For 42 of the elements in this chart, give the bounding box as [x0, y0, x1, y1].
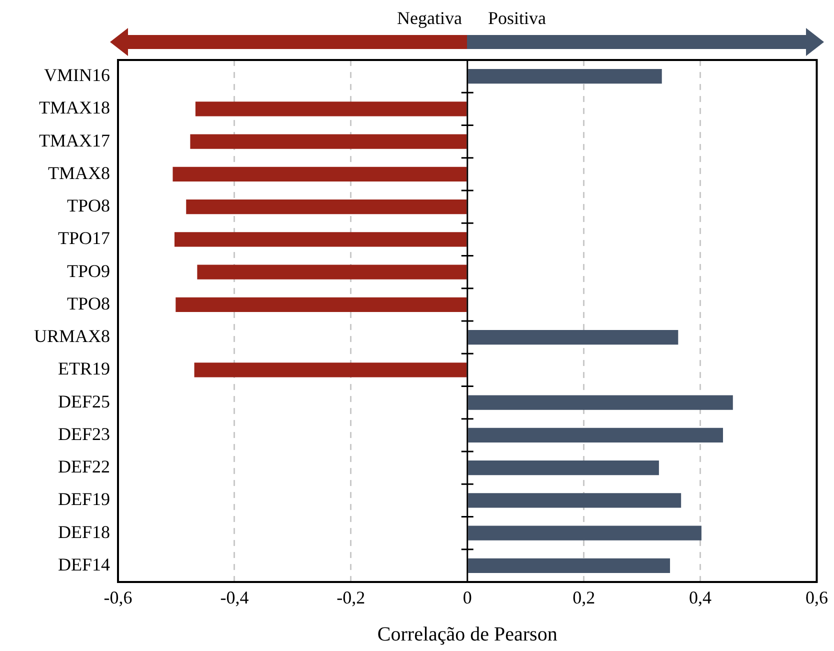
- bar: [468, 526, 702, 540]
- x-tick-label: 0: [462, 588, 472, 608]
- x-axis-title: Correlação de Pearson: [377, 623, 558, 646]
- x-tick-label: -0,4: [220, 588, 249, 608]
- bar: [468, 493, 682, 508]
- x-tick-label: 0,6: [806, 588, 828, 608]
- bar: [468, 68, 662, 84]
- bar: [174, 232, 467, 247]
- y-tick-label: TPO9: [66, 260, 110, 281]
- y-tick-label: DEF14: [58, 554, 110, 574]
- x-tick-label: 0,4: [689, 588, 712, 608]
- bar: [176, 297, 467, 312]
- y-tick-label: TPO8: [66, 196, 110, 216]
- y-tick-label: TPO8: [66, 293, 110, 314]
- y-tick-label: VMIN16: [44, 65, 110, 86]
- y-tick-label: DEF22: [58, 456, 110, 477]
- x-tick-label: -0,6: [104, 588, 132, 608]
- bar: [468, 330, 678, 345]
- y-tick-label: URMAX8: [34, 326, 110, 346]
- bar: [190, 134, 467, 149]
- bar: [195, 102, 467, 116]
- bar: [186, 199, 467, 214]
- y-tick-label: DEF18: [58, 522, 110, 542]
- bar: [468, 395, 733, 410]
- x-tick-label: 0,2: [572, 588, 596, 608]
- bar: [194, 362, 467, 378]
- bar: [468, 460, 659, 476]
- y-tick-label: DEF23: [58, 424, 110, 444]
- bar: [172, 166, 467, 182]
- y-tick-label: DEF25: [58, 391, 110, 412]
- bar: [197, 264, 467, 280]
- y-tick-label: TMAX8: [48, 162, 110, 183]
- text: Negativa: [397, 8, 462, 29]
- y-tick-label: TMAX18: [39, 98, 110, 118]
- y-tick-label: TPO17: [58, 228, 110, 248]
- x-tick-label: -0,2: [336, 588, 366, 608]
- y-tick-label: DEF19: [58, 489, 110, 510]
- y-tick-label: TMAX17: [39, 130, 110, 150]
- y-tick-label: ETR19: [58, 358, 110, 379]
- bar: [468, 558, 670, 574]
- text: Positiva: [488, 8, 546, 29]
- bar: [468, 428, 723, 443]
